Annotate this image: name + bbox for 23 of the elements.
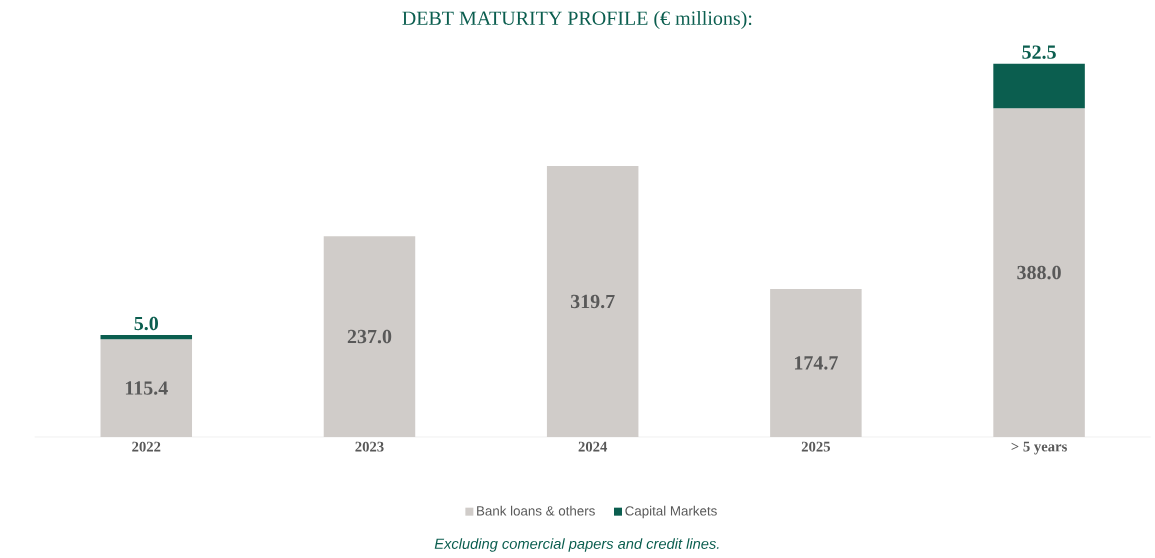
legend-label: Capital Markets — [625, 505, 717, 519]
bar — [993, 108, 1085, 437]
bar — [100, 339, 193, 437]
data-label: 237.0 — [347, 329, 392, 344]
x-tick-label: > 5 years — [1011, 441, 1067, 455]
x-tick-label: 2025 — [801, 441, 830, 452]
bar — [770, 288, 862, 437]
data-label: 5.0 — [134, 316, 159, 331]
bar — [323, 236, 416, 437]
x-tick-label: 2024 — [578, 441, 608, 452]
bar — [546, 166, 639, 437]
data-label: 115.4 — [125, 381, 168, 395]
data-label: 319.7 — [570, 294, 615, 309]
x-tick-label: 2022 — [132, 441, 161, 452]
data-label: 388.0 — [1017, 265, 1061, 280]
data-label: 52.5 — [1022, 45, 1056, 59]
bar — [100, 334, 193, 340]
text: Excluding comercial papers and credit lines. — [434, 538, 719, 552]
data-label: 174.7 — [794, 356, 838, 370]
chart-title: DEBT MATURITY PROFILE (€ millions): — [402, 10, 752, 30]
bar — [993, 63, 1085, 109]
x-tick-label: 2023 — [355, 441, 384, 452]
legend-label: Bank loans & others — [477, 505, 595, 516]
